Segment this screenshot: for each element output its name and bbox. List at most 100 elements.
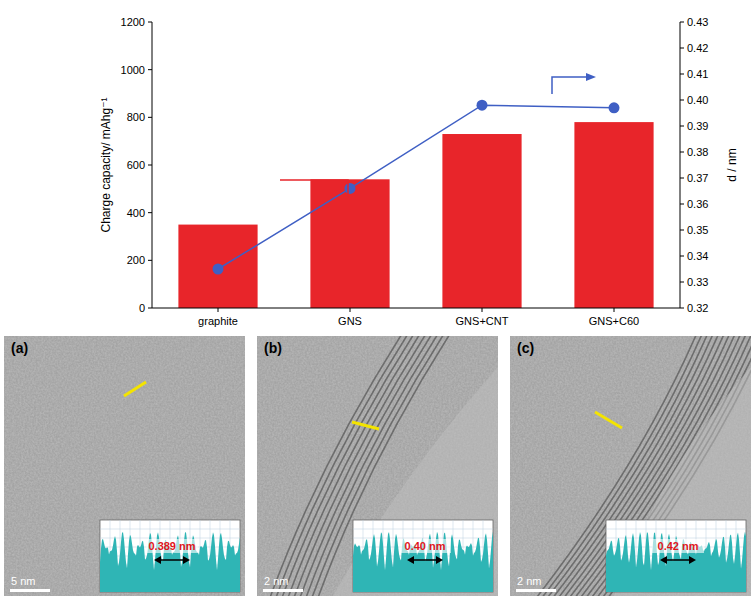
label-patch	[399, 539, 451, 553]
line-profile-inset: 0.40 nm	[353, 520, 493, 592]
scale-bar	[263, 589, 303, 592]
spacing-arrow	[411, 559, 439, 561]
x-tick	[614, 308, 615, 312]
lattice-fringe	[591, 336, 752, 596]
lattice-fringe	[596, 336, 751, 596]
y2-tick-label: 0.37	[687, 172, 708, 184]
x-tick-label: GNS	[338, 315, 362, 327]
panel-letter: (b)	[264, 340, 282, 356]
measure-line	[595, 412, 622, 428]
spacing-arrow	[664, 559, 692, 561]
y-tick	[148, 117, 152, 118]
x-tick-label: GNS+C60	[589, 315, 639, 327]
panel-letter: (a)	[11, 340, 28, 356]
intensity-profile	[100, 532, 240, 592]
x-tick	[218, 308, 219, 312]
y-tick-label: 0	[139, 302, 145, 314]
y2-axis	[680, 22, 681, 308]
tem-background	[4, 336, 245, 596]
y-tick-label: 600	[127, 159, 145, 171]
marker	[213, 264, 224, 275]
scale-bar-label: 5 nm	[11, 575, 35, 587]
inset-grid	[100, 529, 240, 530]
scale-bar	[516, 589, 556, 592]
x-axis	[152, 308, 680, 309]
y2-tick	[680, 282, 684, 283]
x-tick	[350, 308, 351, 312]
inset-frame	[100, 520, 240, 592]
y2-tick	[680, 178, 684, 179]
y2-tick	[680, 22, 684, 23]
inset-frame	[606, 520, 746, 592]
scale-bar	[10, 589, 50, 592]
lattice-fringe	[602, 336, 752, 596]
y2-tick	[680, 126, 684, 127]
inset-frame	[353, 520, 493, 592]
y2-tick-label: 0.35	[687, 224, 708, 236]
line-profile-inset: 0.42 nm	[606, 520, 746, 592]
y2-tick-label: 0.41	[687, 68, 708, 80]
y2-tick	[680, 100, 684, 101]
y2-tick	[680, 204, 684, 205]
line	[218, 105, 614, 269]
tem-image	[4, 336, 245, 596]
bar	[310, 179, 389, 308]
plot-marks	[178, 100, 653, 308]
y2-axis-title: d / nm	[725, 148, 739, 181]
tem-panel: (c)2 nm0.42 nm	[510, 326, 755, 601]
spacing-arrowhead	[154, 556, 161, 564]
x-tick-label: graphite	[198, 315, 238, 327]
y-tick	[148, 260, 152, 261]
y-tick	[148, 212, 152, 213]
spacing-arrowhead	[407, 556, 414, 564]
tem-panel: (a) 5 nm 0.389 nm	[4, 336, 245, 596]
spacing-label: 0.42 nm	[658, 540, 699, 552]
y-tick	[148, 22, 152, 23]
chart: 0200400600800100012000.320.330.340.350.3…	[99, 16, 739, 327]
y-tick-label: 1000	[121, 64, 145, 76]
tem-panel: (b) 2 nm 0.40 nm	[257, 326, 508, 601]
y-tick-label: 800	[127, 111, 145, 123]
line-indicator-arrow	[586, 73, 596, 81]
label-patch	[146, 539, 198, 553]
tem-texture	[4, 336, 245, 596]
tem-image	[257, 336, 498, 596]
y2-tick-label: 0.39	[687, 120, 708, 132]
y-tick	[148, 308, 152, 309]
inset-grid	[100, 538, 240, 539]
y2-tick	[680, 230, 684, 231]
x-tick	[482, 308, 483, 312]
y2-tick-label: 0.38	[687, 146, 708, 158]
y-axis-title: Charge capacity/ mAhg⁻¹	[99, 97, 113, 232]
spacing-arrowhead	[660, 556, 667, 564]
y2-tick	[680, 256, 684, 257]
label-patch	[652, 539, 704, 553]
panel-letter: (c)	[517, 340, 534, 356]
y2-tick	[680, 74, 684, 75]
y-tick-label: 200	[127, 254, 145, 266]
spacing-arrowhead	[436, 556, 443, 564]
bar	[442, 134, 521, 308]
y2-tick	[680, 152, 684, 153]
spacing-arrow	[158, 559, 186, 561]
y-tick-label: 400	[127, 207, 145, 219]
spacing-label: 0.389 nm	[148, 540, 195, 552]
y2-tick-label: 0.42	[687, 42, 708, 54]
marker	[345, 183, 356, 194]
line-profile-inset: 0.389 nm	[100, 520, 240, 592]
scale-bar-label: 2 nm	[264, 575, 288, 587]
marker	[609, 102, 620, 113]
y2-tick-label: 0.32	[687, 302, 708, 314]
intensity-profile	[353, 531, 493, 592]
spacing-label: 0.40 nm	[405, 540, 446, 552]
y-tick	[148, 165, 152, 166]
y2-tick	[680, 48, 684, 49]
vacuum-region	[327, 356, 498, 596]
line-indicator	[552, 77, 588, 94]
measure-line	[124, 382, 146, 396]
y-tick-label: 1200	[121, 16, 145, 28]
intensity-profile	[606, 531, 746, 592]
y2-tick-label: 0.36	[687, 198, 708, 210]
bar	[574, 122, 653, 308]
y2-tick-label: 0.34	[687, 250, 708, 262]
